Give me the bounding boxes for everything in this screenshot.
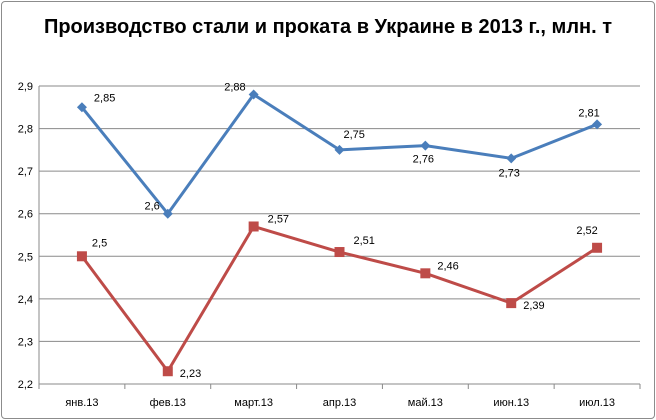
data-point-square: [592, 242, 603, 253]
chart-title: Производство стали и проката в Украине в…: [43, 16, 613, 38]
y-tick-label: 2,7: [18, 166, 33, 178]
data-label: 2,39: [523, 300, 544, 312]
data-point-square: [248, 221, 259, 232]
data-label: 2,6: [144, 201, 159, 213]
data-label: 2,52: [576, 225, 597, 237]
data-label: 2,76: [413, 154, 434, 166]
data-label: 2,51: [354, 235, 375, 247]
data-point-diamond: [506, 153, 517, 164]
x-tick-label: май.13: [408, 397, 443, 409]
data-label: 2,23: [180, 368, 201, 380]
y-tick-label: 2,6: [18, 209, 33, 221]
x-tick-label: март.13: [234, 397, 273, 409]
x-tick-label: июл.13: [579, 397, 615, 409]
data-point-square: [334, 247, 345, 258]
data-label: 2,85: [94, 92, 115, 104]
data-label: 2,75: [344, 129, 365, 141]
y-tick-label: 2,8: [18, 124, 33, 136]
y-tick-label: 2,4: [18, 294, 33, 306]
y-tick-label: 2,5: [18, 251, 33, 263]
data-point-diamond: [248, 89, 259, 100]
y-tick-label: 2,2: [18, 379, 33, 391]
data-point-square: [76, 251, 87, 262]
data-point-diamond: [420, 140, 431, 151]
data-label: 2,88: [224, 82, 245, 94]
y-tick-label: 2,3: [18, 336, 33, 348]
data-label: 2,5: [92, 237, 107, 249]
data-label: 2,73: [499, 167, 520, 179]
x-tick-label: июн.13: [493, 397, 529, 409]
data-point-square: [162, 366, 173, 377]
data-label: 2,81: [578, 107, 599, 119]
data-point-diamond: [592, 119, 603, 130]
x-tick-label: апр.13: [323, 397, 356, 409]
x-tick-label: фев.13: [150, 397, 186, 409]
data-point-square: [420, 268, 431, 279]
data-point-diamond: [76, 102, 87, 113]
data-point-diamond: [334, 144, 345, 155]
x-tick-label: янв.13: [65, 397, 98, 409]
data-label: 2,57: [268, 213, 289, 225]
data-point-square: [506, 298, 517, 309]
y-tick-label: 2,9: [18, 81, 33, 93]
data-point-diamond: [162, 208, 173, 219]
data-label: 2,46: [437, 260, 458, 272]
